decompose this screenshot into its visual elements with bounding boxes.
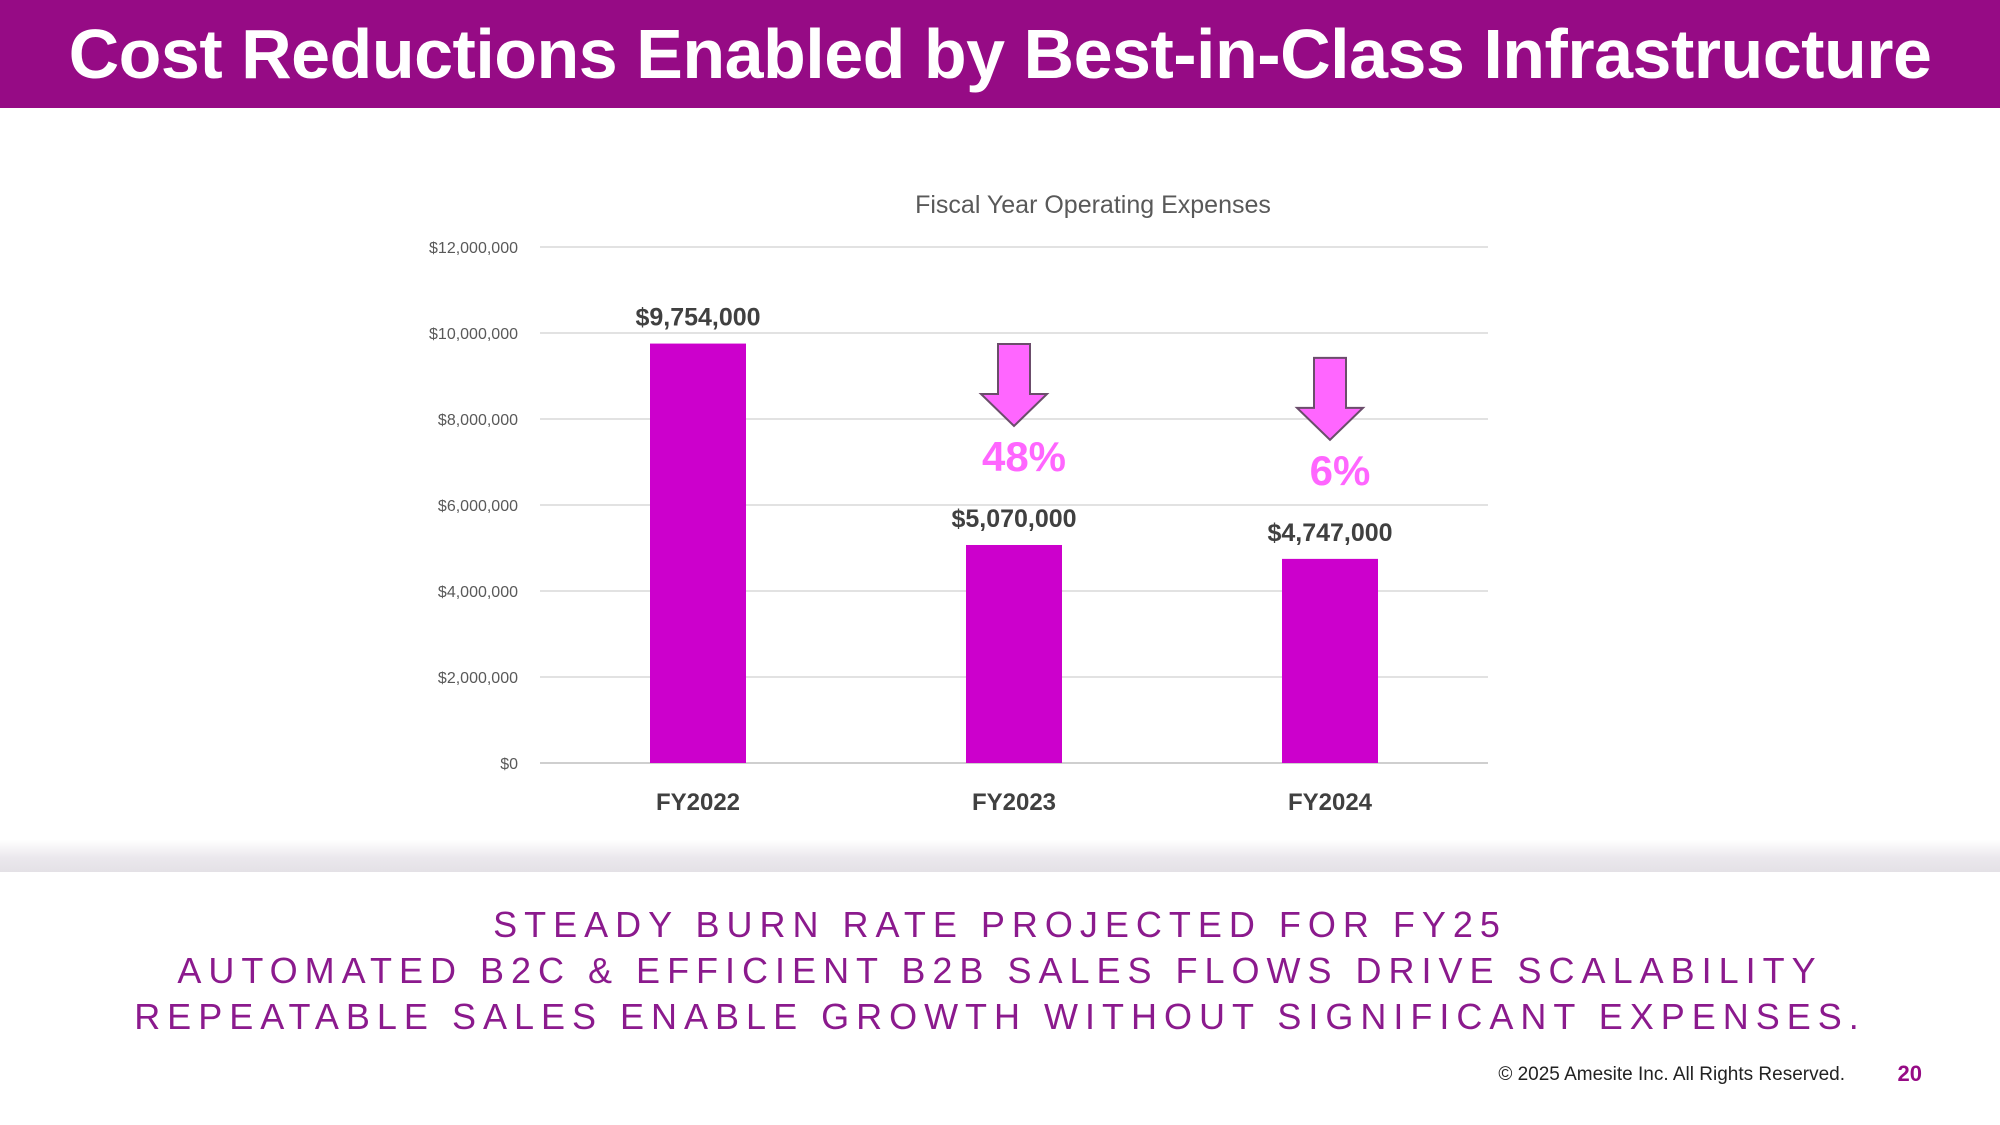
down-arrow-icon: [978, 342, 1050, 428]
taglines: STEADY BURN RATE PROJECTED FOR FY25 AUTO…: [0, 902, 2000, 1040]
y-tick-label: $4,000,000: [438, 584, 518, 601]
operating-expenses-chart: Fiscal Year Operating Expenses $0 $2,000,…: [429, 191, 1488, 816]
chart-title: Fiscal Year Operating Expenses: [915, 191, 1271, 219]
data-label: $9,754,000: [635, 304, 760, 332]
reduction-percent-label: 6%: [1310, 447, 1371, 494]
y-tick-label: $6,000,000: [438, 498, 518, 515]
tagline-burn-rate: STEADY BURN RATE PROJECTED FOR FY25: [493, 904, 1507, 945]
tagline-sales-flows: AUTOMATED B2C & EFFICIENT B2B SALES FLOW…: [177, 950, 1823, 991]
bar-fy2023: [966, 544, 1062, 763]
bar-fy2022: [650, 343, 746, 763]
x-tick-label: FY2022: [656, 789, 740, 816]
y-tick-label: $10,000,000: [429, 326, 518, 343]
section-divider: [0, 840, 2000, 872]
x-tick-label: FY2023: [972, 789, 1056, 816]
data-label: $5,070,000: [951, 505, 1076, 533]
x-tick-label: FY2024: [1288, 789, 1373, 816]
y-tick-label: $2,000,000: [438, 670, 518, 687]
y-tick-label: $0: [500, 756, 518, 773]
tagline-repeatable-sales: REPEATABLE SALES ENABLE GROWTH WITHOUT S…: [134, 996, 1866, 1037]
data-label: $4,747,000: [1267, 519, 1392, 547]
copyright-notice: © 2025 Amesite Inc. All Rights Reserved.: [1498, 1064, 1845, 1085]
slide-title: Cost Reductions Enabled by Best-in-Class…: [68, 15, 1932, 93]
y-tick-label: $8,000,000: [438, 412, 518, 429]
y-tick-label: $12,000,000: [429, 240, 518, 257]
title-bar: Cost Reductions Enabled by Best-in-Class…: [0, 0, 2000, 108]
down-arrow-icon: [1294, 356, 1366, 442]
chart-panel: Fiscal Year Operating Expenses $0 $2,000,…: [0, 108, 2000, 851]
bar-fy2024: [1282, 558, 1378, 763]
page-number: 20: [1897, 1061, 1922, 1086]
reduction-percent-label: 48%: [982, 433, 1066, 480]
